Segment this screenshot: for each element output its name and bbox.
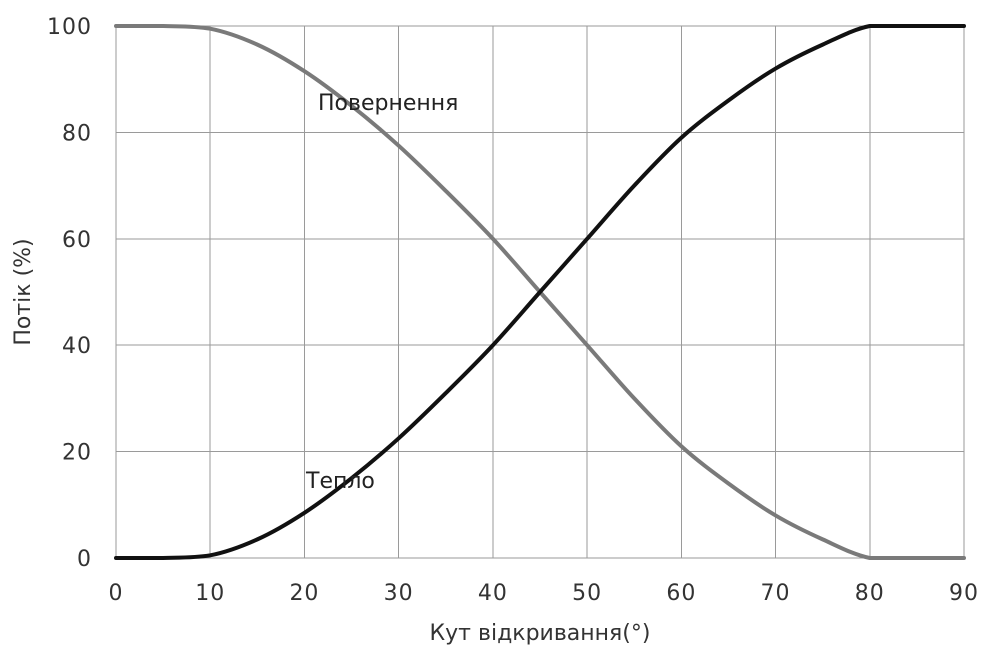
series-label-povernennia: Повернення <box>318 91 458 116</box>
x-tick-label: 60 <box>666 581 696 606</box>
series-label-teplo: Тепло <box>305 469 375 494</box>
y-axis-label: Потік (%) <box>11 238 36 345</box>
x-tick-label: 90 <box>949 581 979 606</box>
y-tick-label: 40 <box>62 334 92 359</box>
x-tick-label: 70 <box>761 581 791 606</box>
grid <box>115 25 965 559</box>
series-line-teplo <box>114 23 966 560</box>
y-tick-label: 80 <box>62 121 92 146</box>
x-tick-label: 10 <box>195 581 225 606</box>
y-tick-label: 0 <box>77 547 92 572</box>
series-lines <box>114 23 966 560</box>
tick-labels: 0 10 20 30 40 50 60 70 80 90 0 20 40 60 80 100 <box>47 15 979 606</box>
x-axis-label: Кут відкривання(°) <box>430 621 651 646</box>
x-tick-label: 40 <box>478 581 508 606</box>
x-tick-label: 80 <box>855 581 885 606</box>
y-tick-label: 20 <box>62 441 92 466</box>
x-tick-label: 0 <box>109 581 124 606</box>
x-tick-label: 20 <box>289 581 319 606</box>
y-tick-label: 100 <box>47 15 92 40</box>
x-tick-label: 50 <box>572 581 602 606</box>
x-tick-label: 30 <box>384 581 414 606</box>
y-tick-label: 60 <box>62 228 92 253</box>
